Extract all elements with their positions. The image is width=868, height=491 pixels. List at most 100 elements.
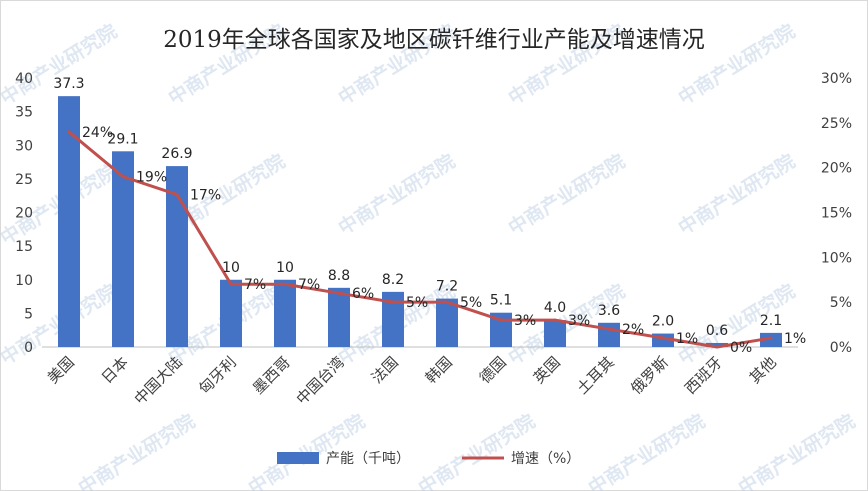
bar-value-label: 2.1 — [760, 313, 782, 329]
bar — [220, 279, 242, 347]
growth-value-label: 6% — [352, 286, 374, 302]
y-tick-label: 30 — [15, 138, 33, 154]
growth-point — [445, 300, 449, 304]
growth-value-label: 19% — [136, 170, 167, 186]
category-label: 德国 — [476, 353, 510, 387]
growth-value-label: 1% — [784, 331, 806, 347]
line-series — [67, 130, 773, 349]
bar-value-label: 10 — [222, 260, 240, 276]
growth-point — [67, 130, 71, 134]
y-tick-label: 40 — [15, 71, 33, 87]
growth-point — [175, 193, 179, 197]
watermark-text: 中商产业研究院 — [334, 149, 459, 239]
category-label: 墨西哥 — [249, 353, 294, 398]
growth-value-label: 7% — [244, 277, 266, 293]
growth-value-label: 5% — [460, 295, 482, 311]
bar — [760, 332, 782, 347]
growth-value-label: 3% — [568, 313, 590, 329]
y2-tick-label: 10% — [821, 250, 852, 266]
legend: 产能（千吨） 增速（%） — [277, 451, 580, 467]
watermark-text: 中商产业研究院 — [504, 149, 629, 239]
category-label: 中国大陆 — [131, 353, 186, 408]
y2-tick-label: 5% — [830, 295, 852, 311]
bar — [58, 96, 80, 347]
bar — [382, 291, 404, 347]
watermark-text: 中商产业研究院 — [584, 409, 709, 491]
category-label: 英国 — [530, 353, 564, 387]
growth-value-label: 5% — [406, 295, 428, 311]
watermark-text: 中商产业研究院 — [734, 409, 859, 491]
growth-line — [68, 130, 772, 349]
growth-value-label: 2% — [622, 322, 644, 338]
legend-label-bar: 产能（千吨） — [326, 451, 410, 467]
y-tick-label: 25 — [15, 172, 33, 188]
watermark-text: 中商产业研究院 — [674, 149, 799, 239]
bar-value-label: 37.3 — [53, 76, 84, 92]
bar-value-label: 0.6 — [706, 323, 728, 339]
category-label: 美国 — [44, 353, 78, 387]
growth-point — [391, 300, 395, 304]
category-label: 法国 — [368, 353, 402, 387]
y-tick-label: 10 — [15, 273, 33, 289]
growth-point — [283, 282, 287, 286]
growth-point — [661, 336, 665, 340]
bar — [436, 298, 458, 347]
bar-value-label: 4.0 — [544, 300, 566, 316]
bar-value-label: 3.6 — [598, 303, 620, 319]
y-tick-label: 0 — [24, 340, 33, 356]
category-label: 匈牙利 — [195, 353, 240, 398]
y-tick-label: 35 — [15, 105, 33, 121]
bar — [112, 151, 134, 347]
bar-value-label: 10 — [276, 260, 294, 276]
category-label: 俄罗斯 — [627, 353, 672, 398]
growth-value-label: 0% — [730, 340, 752, 356]
y2-tick-label: 30% — [821, 71, 852, 87]
growth-value-label: 17% — [190, 188, 221, 204]
bar-series — [58, 96, 782, 347]
y2-tick-label: 20% — [821, 161, 852, 177]
bar-value-label: 2.0 — [652, 314, 674, 330]
category-label: 土耳其 — [573, 353, 618, 398]
category-label: 韩国 — [422, 353, 456, 387]
growth-point — [121, 175, 125, 179]
growth-value-label: 1% — [676, 331, 698, 347]
growth-point — [337, 291, 341, 295]
watermark-text: 中商产业研究院 — [0, 19, 121, 109]
category-label: 日本 — [98, 353, 132, 387]
y-tick-label: 5 — [24, 306, 33, 322]
growth-point — [607, 327, 611, 331]
category-label: 中国台湾 — [293, 353, 348, 408]
bar — [544, 320, 566, 347]
category-label: 其他 — [746, 353, 780, 387]
growth-value-label: 24% — [82, 125, 113, 141]
growth-point — [553, 318, 557, 322]
bar — [706, 342, 728, 347]
bar-value-label: 8.8 — [328, 268, 350, 284]
y2-tick-label: 15% — [821, 206, 852, 222]
growth-point — [499, 318, 503, 322]
growth-point — [229, 282, 233, 286]
bar-value-label: 29.1 — [107, 131, 138, 147]
growth-point — [769, 336, 773, 340]
y-tick-label: 20 — [15, 206, 33, 222]
watermark-text: 中商产业研究院 — [74, 409, 199, 491]
bar-value-label: 26.9 — [161, 146, 192, 162]
bar-value-label: 7.2 — [436, 279, 458, 295]
bar — [328, 287, 350, 347]
legend-swatch-bar — [277, 452, 319, 464]
y2-tick-label: 25% — [821, 116, 852, 132]
bar — [166, 166, 188, 347]
legend-label-line: 增速（%） — [511, 451, 580, 467]
y2-tick-label: 0% — [830, 340, 852, 356]
data-labels: 37.3 29.1 26.9 10 10 8.8 8.2 7.2 5.1 4.0 3.6 2.0 0.6… — [53, 76, 806, 356]
y-tick-label: 15 — [15, 239, 33, 255]
bar-value-label: 5.1 — [490, 293, 512, 309]
growth-value-label: 3% — [514, 313, 536, 329]
growth-value-label: 7% — [298, 277, 320, 293]
bar — [274, 279, 296, 347]
growth-point — [715, 345, 719, 349]
chart-title: 2019年全球各国家及地区碳钎维行业产能及增速情况 — [163, 27, 705, 53]
bar-value-label: 8.2 — [382, 272, 404, 288]
